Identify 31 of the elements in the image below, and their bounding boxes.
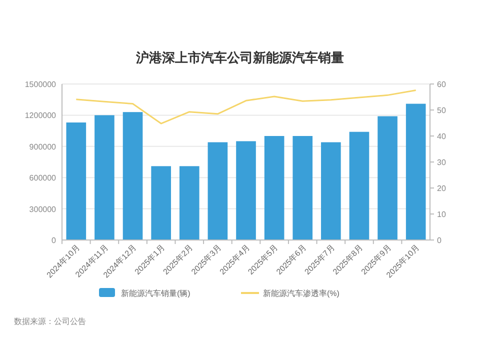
- line-series: [75, 89, 417, 124]
- y-tick-label: 0: [52, 236, 57, 245]
- bar: [349, 132, 370, 240]
- chart-title: 沪港深上市汽车公司新能源汽车销量: [135, 50, 344, 65]
- y-tick-label: 600000: [29, 174, 57, 183]
- y-tick-label: 1200000: [24, 111, 57, 120]
- bar: [378, 116, 398, 240]
- bar: [321, 142, 341, 240]
- bar: [179, 166, 200, 240]
- y2-tick-label: 30: [437, 158, 446, 167]
- bar: [66, 122, 86, 240]
- y2-tick-label: 0: [437, 236, 442, 245]
- y2-tick-label: 60: [437, 80, 446, 89]
- y2-tick-label: 40: [437, 132, 446, 141]
- y-tick-label: 300000: [29, 204, 57, 214]
- y-tick-label: 1500000: [24, 80, 57, 89]
- bar: [264, 136, 284, 240]
- legend-label: 新能源汽车销量(辆): [121, 289, 191, 298]
- bar: [94, 115, 114, 240]
- bar: [236, 141, 256, 240]
- bar: [151, 166, 171, 240]
- source-note: 数据来源：公司公告: [14, 317, 86, 326]
- bar: [208, 142, 228, 240]
- legend-label: 新能源汽车渗透率(%): [263, 289, 340, 298]
- bar: [292, 136, 313, 240]
- bar: [122, 112, 143, 240]
- y2-tick-label: 50: [437, 106, 446, 115]
- bar: [406, 104, 426, 240]
- y2-tick-label: 20: [437, 184, 446, 193]
- y-tick-label: 900000: [29, 142, 57, 152]
- y2-tick-label: 10: [437, 210, 446, 219]
